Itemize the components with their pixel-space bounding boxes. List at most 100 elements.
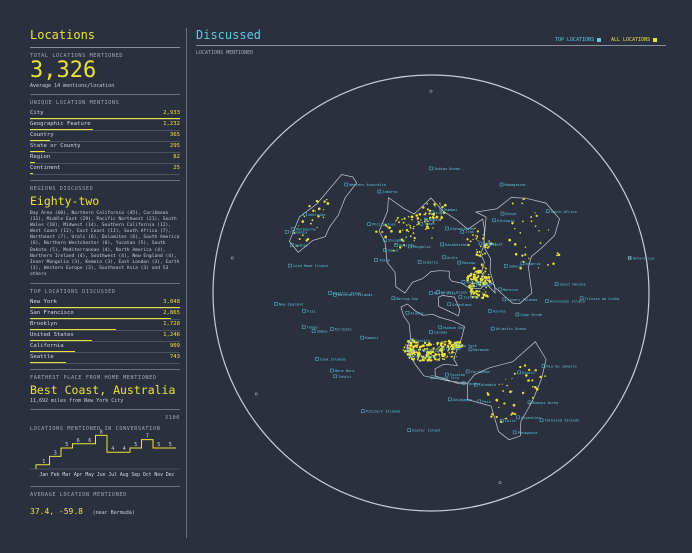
location-marker — [438, 325, 442, 330]
location-dot — [434, 206, 436, 208]
location-dot — [448, 348, 450, 350]
location-label: Madagascar — [505, 183, 527, 187]
location-dot — [423, 341, 427, 345]
location-dot — [522, 198, 525, 201]
unique-value: 295 — [169, 143, 180, 149]
location-dot — [392, 249, 395, 252]
unique-row[interactable]: State or County 295 — [30, 142, 180, 153]
top-row[interactable]: California 909 — [30, 342, 180, 354]
location-marker — [441, 346, 445, 351]
location-dot — [421, 360, 423, 362]
location-dot — [511, 412, 514, 415]
location-dot — [472, 268, 474, 270]
divider — [30, 94, 180, 95]
month-value: 5 — [65, 442, 68, 448]
location-dot — [481, 292, 483, 294]
top-row[interactable]: New York 3,048 — [30, 298, 180, 310]
location-dot — [539, 242, 542, 244]
location-marker — [448, 397, 452, 402]
location-label: Philippines — [372, 223, 396, 227]
location-dot — [477, 270, 479, 272]
location-dot — [443, 358, 446, 361]
unique-caption: UNIQUE LOCATION MENTIONS — [30, 100, 120, 106]
unique-row[interactable]: City 2,933 — [30, 109, 180, 120]
location-marker — [445, 372, 449, 377]
avg-caption: AVERAGE LOCATION MENTIONED — [30, 492, 127, 499]
location-dot — [431, 350, 434, 354]
farthest-sub: 11,692 miles from New York City — [30, 398, 124, 405]
location-dot — [441, 341, 443, 343]
month-label: Apr — [74, 472, 83, 478]
location-dot — [420, 219, 422, 221]
top-row[interactable]: United States 1,246 — [30, 331, 180, 343]
location-dot — [407, 346, 409, 348]
location-dot — [534, 369, 538, 372]
world-map[interactable]: Indian Ocean Western Australia Sydney Tasma… — [196, 68, 666, 538]
unique-row[interactable]: Continent 25 — [30, 164, 180, 175]
location-marker — [465, 369, 470, 374]
location-dot — [487, 273, 490, 276]
location-marker — [458, 295, 463, 299]
location-dot — [402, 221, 405, 224]
location-marker — [500, 418, 504, 423]
location-label: Pacific Ocean — [333, 292, 361, 296]
toggle-top-locations[interactable]: TOP LOCATIONS — [555, 37, 602, 43]
location-dot — [323, 200, 326, 203]
location-dot — [476, 230, 480, 233]
location-dot — [514, 252, 518, 256]
location-dot — [431, 237, 433, 239]
location-dot — [501, 383, 503, 385]
location-marker — [429, 291, 433, 295]
location-dot — [480, 278, 483, 281]
unique-row[interactable]: Country 365 — [30, 131, 180, 142]
unique-row[interactable]: Region 82 — [30, 153, 180, 164]
top-row[interactable]: San Francisco 2,865 — [30, 309, 180, 321]
location-label: Pitcairn Islands — [366, 410, 401, 414]
regions-value: Eighty-two — [30, 194, 100, 208]
unique-bar — [30, 139, 50, 141]
top-row[interactable]: Brooklyn 1,728 — [30, 320, 180, 332]
unique-label: Country — [30, 132, 54, 138]
location-dot — [414, 212, 416, 214]
location-label: Bering Sea — [396, 297, 418, 301]
location-dot — [422, 349, 425, 352]
location-dot — [483, 276, 486, 279]
location-marker — [627, 256, 632, 260]
location-dot — [470, 292, 473, 294]
row-rule — [30, 141, 180, 142]
month-value: 5 — [157, 442, 160, 448]
location-dot — [521, 254, 524, 257]
location-marker — [394, 243, 398, 247]
month-label: Jul — [108, 472, 117, 478]
location-dot — [396, 216, 399, 219]
location-dot — [403, 346, 406, 349]
location-label: Israel — [484, 242, 497, 246]
location-marker — [468, 347, 473, 352]
top-list: New York 3,048 San Francisco 2,865 Brooklyn 1… — [30, 298, 180, 365]
top-value: 2,865 — [163, 310, 180, 317]
location-label: Easter Island — [412, 429, 440, 433]
location-dot — [470, 278, 472, 281]
location-marker — [291, 227, 296, 231]
location-dot — [443, 343, 447, 346]
location-dot — [472, 266, 476, 270]
top-row[interactable]: Seattle 743 — [30, 353, 180, 365]
top-caption: TOP LOCATIONS DISCUSSED — [30, 289, 116, 296]
location-label: Hawaii — [365, 336, 378, 340]
location-dot — [445, 340, 447, 343]
location-dot — [431, 355, 433, 357]
location-dot — [436, 348, 438, 350]
location-label: Adelaide — [308, 213, 325, 217]
toggle-all-locations[interactable]: ALL LOCATIONS — [611, 37, 658, 43]
row-rule — [30, 130, 180, 131]
location-dot — [412, 232, 415, 234]
location-dot — [484, 291, 487, 293]
location-dot — [523, 364, 527, 367]
unique-row[interactable]: Geographic Feature 1,232 — [30, 120, 180, 131]
location-dot — [539, 375, 542, 379]
month-label: Aug — [120, 472, 129, 478]
location-dot — [538, 230, 540, 232]
location-dot — [396, 219, 398, 221]
location-marker — [473, 382, 478, 387]
location-dot — [416, 346, 418, 349]
